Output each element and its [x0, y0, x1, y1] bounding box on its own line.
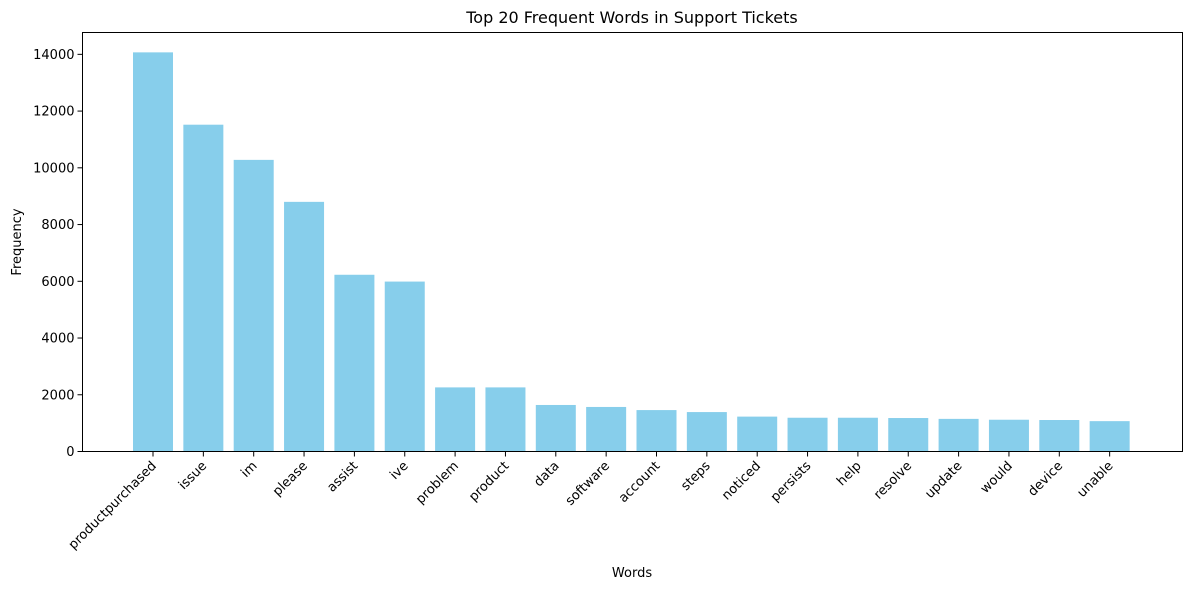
- y-tick-label: 10000: [33, 161, 74, 176]
- x-tick-label: help: [834, 459, 864, 489]
- x-tick-label: assist: [324, 459, 361, 496]
- x-tick-label: productpurchased: [66, 459, 160, 553]
- x-tick-label: problem: [413, 459, 462, 508]
- x-tick-label: resolve: [871, 459, 915, 503]
- x-tick-label: im: [238, 459, 260, 481]
- x-tick-label: data: [531, 459, 562, 490]
- y-axis: 0 2000 4000 6000 8000 10000 12000 14000: [33, 48, 83, 460]
- bar-please: [284, 201, 325, 452]
- y-tick-label: 14000: [33, 48, 74, 63]
- bar-productpurchased: [133, 52, 173, 452]
- y-tick-label: 8000: [41, 218, 74, 233]
- x-tick-label: device: [1025, 459, 1066, 500]
- x-tick-label: account: [616, 459, 663, 506]
- bar-help: [837, 417, 878, 452]
- x-tick-label: steps: [678, 459, 713, 494]
- bar-product: [485, 387, 526, 452]
- bar-device: [1039, 420, 1080, 452]
- bar-would: [988, 419, 1029, 452]
- bar-problem: [435, 387, 476, 452]
- y-tick-label: 0: [66, 445, 74, 460]
- y-tick-label: 6000: [41, 275, 74, 290]
- bar-assist: [334, 274, 375, 452]
- x-tick-label: unable: [1075, 459, 1117, 501]
- y-tick-label: 12000: [33, 105, 74, 120]
- x-axis: productpurchased issue im please assist ive pr…: [66, 451, 1117, 553]
- bar-resolve: [888, 418, 929, 452]
- x-tick-label: product: [466, 459, 512, 505]
- x-tick-label: update: [922, 459, 965, 502]
- bar-im: [233, 159, 274, 452]
- chart-title: Top 20 Frequent Words in Support Tickets: [465, 8, 798, 27]
- bar-data: [535, 404, 576, 452]
- x-axis-label: Words: [612, 566, 652, 581]
- bar-update: [938, 418, 979, 452]
- bar-steps: [686, 412, 727, 452]
- y-axis-label: Frequency: [10, 208, 25, 275]
- bars-group: [133, 52, 1130, 452]
- x-tick-label: persists: [768, 459, 815, 506]
- x-tick-label: ive: [387, 459, 411, 483]
- x-tick-label: issue: [176, 459, 210, 493]
- bar-account: [636, 410, 677, 452]
- bar-software: [586, 406, 627, 452]
- x-tick-label: please: [270, 459, 311, 500]
- bar-unable: [1089, 421, 1130, 452]
- y-tick-label: 4000: [41, 332, 74, 347]
- bar-noticed: [737, 416, 778, 452]
- x-tick-label: would: [978, 459, 1016, 497]
- bar-persists: [787, 417, 828, 452]
- plot-frame: [82, 32, 1183, 452]
- bar-issue: [183, 124, 224, 452]
- x-tick-label: software: [563, 459, 613, 509]
- x-tick-label: noticed: [719, 459, 764, 504]
- y-tick-label: 2000: [41, 388, 74, 403]
- bar-ive: [384, 281, 425, 452]
